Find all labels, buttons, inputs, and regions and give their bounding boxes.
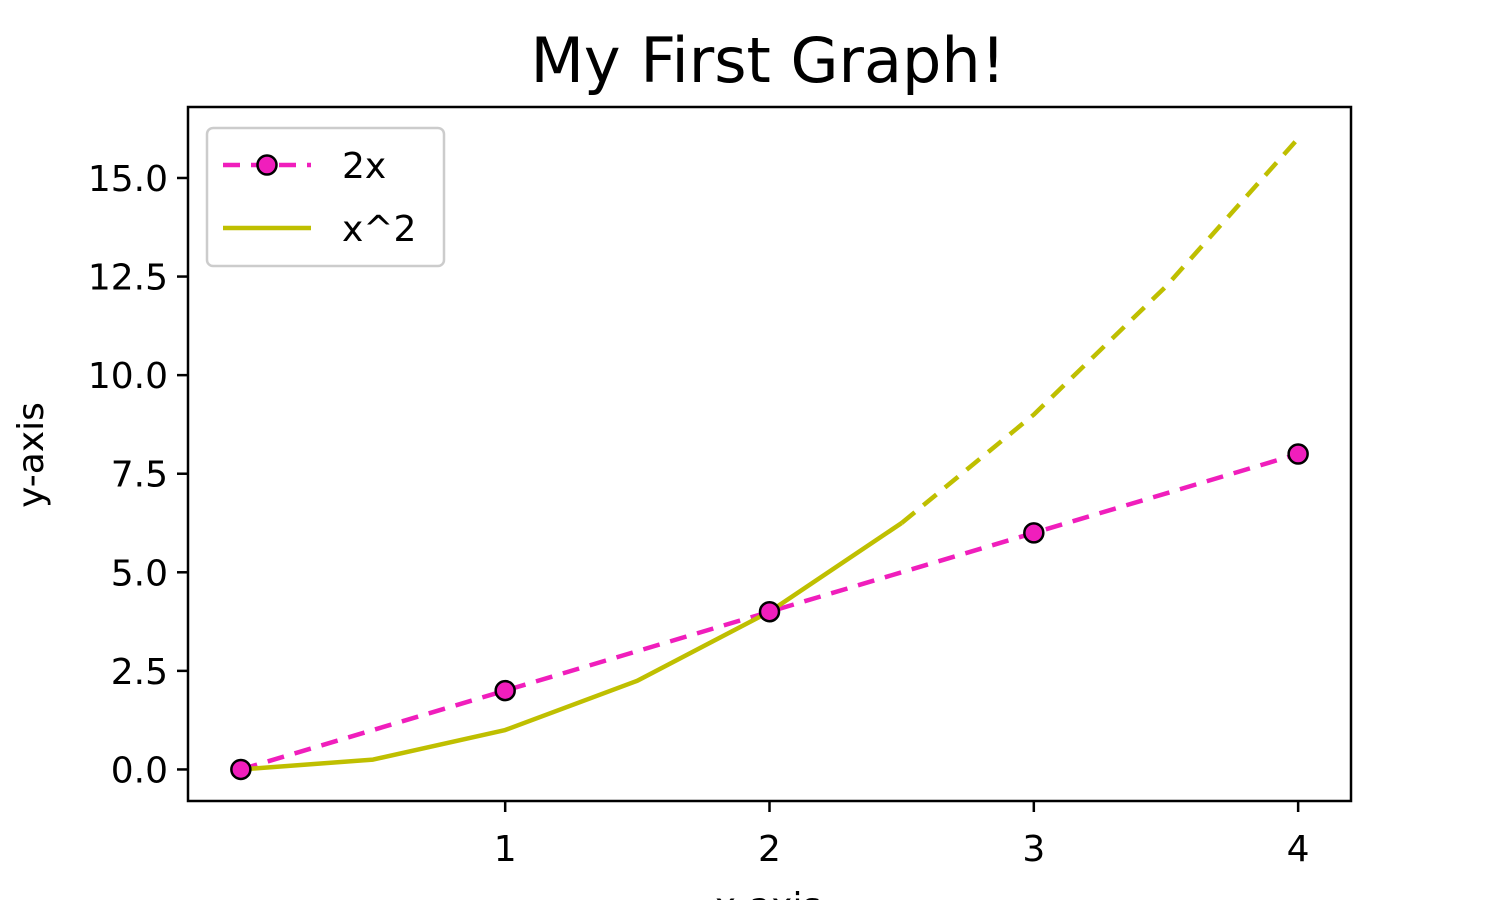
data-point-2x <box>758 600 781 623</box>
legend: 2x x^2 <box>205 126 446 268</box>
y-tick-label: 7.5 <box>111 455 168 496</box>
series-line-x2-dashed <box>900 137 1300 525</box>
legend-marker-2x <box>256 154 278 176</box>
data-point-2x <box>1023 522 1045 544</box>
x-axis-label: x-axis <box>715 886 821 900</box>
legend-label-2x: 2x <box>342 146 386 187</box>
y-tick-label: 5.0 <box>111 553 168 594</box>
x-tick-label: 2 <box>758 829 781 870</box>
y-axis-label: y-axis <box>11 402 52 508</box>
y-tick-label: 2.5 <box>111 652 168 693</box>
y-axis-ticks: 0.0 2.5 5.0 7.5 10.0 12.5 15.0 <box>88 159 188 791</box>
x-tick-label: 3 <box>1022 829 1045 870</box>
legend-label-x2: x^2 <box>342 209 416 250</box>
y-tick-label: 10.0 <box>88 356 168 397</box>
series-line-2x <box>240 451 1299 772</box>
data-point-2x <box>230 758 252 781</box>
x-axis-ticks: 1 2 3 4 <box>494 801 1310 870</box>
series-layer <box>230 137 1309 781</box>
data-point-2x <box>494 679 516 702</box>
y-tick-label: 0.0 <box>111 750 168 791</box>
x-tick-label: 4 <box>1287 829 1310 870</box>
x-tick-label: 1 <box>494 829 517 870</box>
chart-title: My First Graph! <box>530 24 1005 97</box>
data-point-2x <box>1287 443 1309 465</box>
y-tick-label: 12.5 <box>88 258 168 299</box>
y-tick-label: 15.0 <box>88 159 168 200</box>
series-line-x2-solid <box>240 521 903 772</box>
legend-entries: 2x x^2 <box>223 146 416 250</box>
